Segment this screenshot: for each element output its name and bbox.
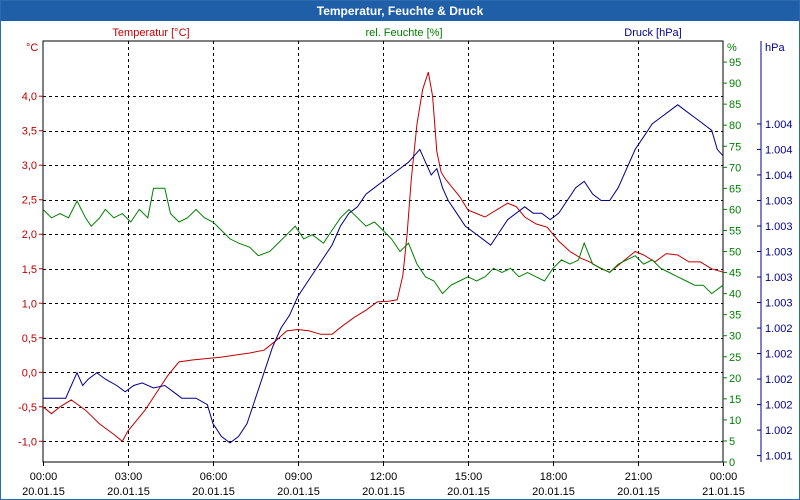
- y-tick-label-temp: 3,0: [22, 160, 37, 172]
- x-tick-time: 15:00: [455, 471, 483, 483]
- y-tick-label-pres: 1.003: [765, 298, 793, 310]
- y-tick-label-hum: 55: [729, 225, 741, 237]
- axis-unit-hum: %: [727, 42, 737, 54]
- y-tick-label-pres: 1.004: [765, 144, 793, 156]
- x-tick-time: 06:00: [200, 471, 228, 483]
- y-tick-label-temp: 2,0: [22, 229, 37, 241]
- y-tick-label-temp: 4,0: [22, 91, 37, 103]
- x-tick-time: 00:00: [30, 471, 58, 483]
- x-tick-time: 21:00: [625, 471, 653, 483]
- x-tick-date: 20.01.15: [532, 486, 575, 498]
- y-tick-label-temp: 3,5: [22, 126, 37, 138]
- y-tick-label-temp: 1,0: [22, 298, 37, 310]
- legend-pres: Druck [hPa]: [624, 27, 681, 39]
- y-tick-label-hum: 85: [729, 99, 741, 111]
- y-tick-label-hum: 5: [729, 436, 735, 448]
- y-tick-label-hum: 35: [729, 310, 741, 322]
- x-tick-date: 20.01.15: [277, 486, 320, 498]
- y-tick-label-pres: 1.003: [765, 247, 793, 259]
- y-tick-label-hum: 95: [729, 57, 741, 69]
- x-tick-date: 20.01.15: [22, 486, 65, 498]
- y-tick-label-hum: 15: [729, 394, 741, 406]
- y-tick-label-hum: 0: [729, 457, 735, 469]
- x-tick-date: 20.01.15: [107, 486, 150, 498]
- x-tick-date: 20.01.15: [362, 486, 405, 498]
- y-tick-label-hum: 10: [729, 415, 741, 427]
- x-tick-date: 20.01.15: [617, 486, 660, 498]
- series-line-pres: [43, 104, 724, 444]
- y-tick-label-pres: 1.003: [765, 272, 793, 284]
- x-tick-time: 03:00: [115, 471, 143, 483]
- y-tick-label-pres: 1.002: [765, 400, 793, 412]
- series-line-hum: [42, 187, 724, 295]
- y-tick-label-hum: 25: [729, 352, 741, 364]
- y-tick-label-pres: 1.004: [765, 119, 793, 131]
- window-title: Temperatur, Feuchte & Druck: [1, 1, 799, 21]
- y-tick-label-pres: 1.001: [765, 451, 793, 463]
- legend-hum: rel. Feuchte [%]: [365, 27, 442, 39]
- x-tick-date: 20.01.15: [447, 486, 490, 498]
- x-tick-date: 20.01.15: [192, 486, 235, 498]
- y-tick-label-pres: 1.002: [765, 425, 793, 437]
- y-tick-label-hum: 20: [729, 373, 741, 385]
- y-tick-label-pres: 1.003: [765, 221, 793, 233]
- y-tick-label-hum: 40: [729, 289, 741, 301]
- y-tick-label-hum: 75: [729, 141, 741, 153]
- axis-unit-temp: °C: [26, 42, 38, 54]
- y-tick-label-hum: 60: [729, 204, 741, 216]
- x-tick-time: 00:00: [710, 471, 738, 483]
- x-tick-time: 12:00: [370, 471, 398, 483]
- y-tick-label-pres: 1.002: [765, 349, 793, 361]
- x-tick-time: 18:00: [540, 471, 568, 483]
- y-tick-label-temp: -1,0: [18, 436, 37, 448]
- axis-unit-pres: hPa: [765, 42, 785, 54]
- y-tick-label-pres: 1.004: [765, 170, 793, 182]
- y-tick-label-hum: 30: [729, 331, 741, 343]
- y-tick-label-pres: 1.002: [765, 374, 793, 386]
- y-tick-label-hum: 90: [729, 78, 741, 90]
- y-tick-label-pres: 1.002: [765, 323, 793, 335]
- y-tick-label-temp: -0,5: [18, 402, 37, 414]
- y-tick-label-hum: 45: [729, 268, 741, 280]
- x-tick-date: 21.01.15: [702, 486, 745, 498]
- y-tick-label-hum: 65: [729, 183, 741, 195]
- y-tick-label-temp: 1,5: [22, 264, 37, 276]
- y-tick-label-temp: 2,5: [22, 195, 37, 207]
- y-tick-label-pres: 1.003: [765, 195, 793, 207]
- y-tick-label-temp: 0,5: [22, 333, 37, 345]
- legend-temp: Temperatur [°C]: [112, 27, 189, 39]
- y-tick-label-hum: 70: [729, 162, 741, 174]
- y-tick-label-temp: 0,0: [22, 367, 37, 379]
- y-tick-label-hum: 80: [729, 120, 741, 132]
- y-tick-label-hum: 50: [729, 247, 741, 259]
- x-tick-time: 09:00: [285, 471, 313, 483]
